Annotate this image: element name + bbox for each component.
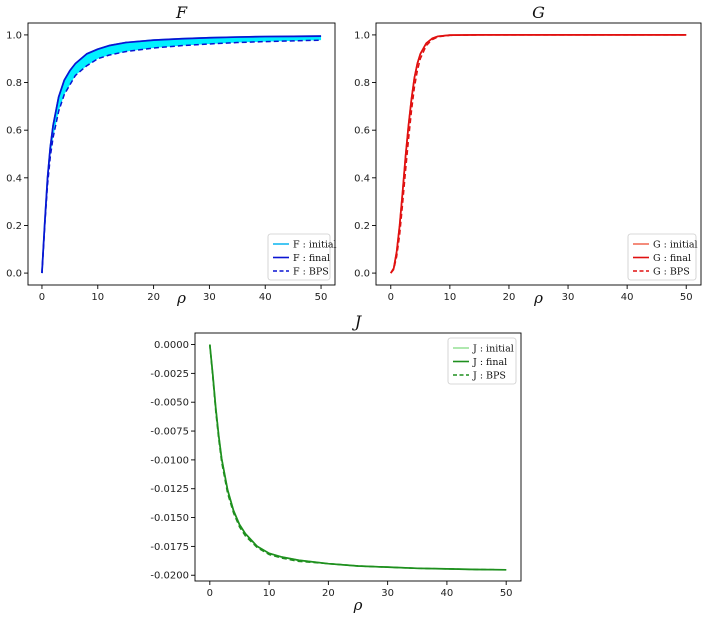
y-tick-label: 0.0 [6,269,22,280]
x-tick-label: 20 [322,588,335,599]
chart-title: F [175,3,188,22]
x-axis-label: ρ [533,289,543,307]
legend-box [267,233,331,281]
chart-title: G [532,3,545,22]
x-tick-label: 20 [147,292,160,303]
y-tick-label: -0.0150 [150,513,189,524]
y-tick-label: 0.2 [6,221,22,232]
y-tick-label: 0.8 [6,78,22,89]
legend-label: J : BPS [472,370,506,381]
legend-label: G : final [653,253,691,264]
y-tick-label: 0.8 [354,78,370,89]
chart-title: J [352,312,363,331]
y-tick-label: 0.6 [354,126,370,137]
y-tick-label: -0.0100 [150,455,189,466]
x-tick-label: 0 [39,292,45,303]
x-tick-label: 50 [680,292,693,303]
x-tick-label: 30 [203,292,216,303]
chart-f: 0 10 20 30 40 50 0.0 0.2 0.4 0.6 0.8 1.0 Fρ F : initi… [6,3,337,307]
x-tick-label: 50 [315,292,328,303]
y-tick-label: 0.2 [354,221,370,232]
legend: J : initial J : final J : BPS [447,337,517,385]
legend-label: J : final [472,357,507,368]
y-tick-label: 0.4 [6,173,22,184]
x-tick-label: 10 [91,292,104,303]
y-tick-label: 0.4 [354,173,370,184]
x-axis-label: ρ [176,289,186,307]
legend-label: G : initial [653,239,698,250]
legend-label: F : final [293,253,330,264]
y-tick-label: -0.0050 [150,398,189,409]
y-tick-label: -0.0125 [150,484,189,495]
axes-frame [27,22,336,286]
chart-g: 0 10 20 30 40 50 0.0 0.2 0.4 0.6 0.8 1.0 Gρ G : initi… [354,3,702,307]
chart-j: 0 10 20 30 40 50 0.0000 -0.0025 -0.0050 -0.0075 -0… [150,312,522,614]
axes-frame [194,332,522,582]
axes-frame [375,22,702,286]
x-tick-label: 0 [388,292,394,303]
series-line-solid-1 [41,35,322,274]
x-tick-label: 40 [621,292,634,303]
x-tick-label: 10 [263,588,276,599]
x-tick-label: 20 [503,292,516,303]
series-line-dashed-2 [390,34,687,274]
y-tick-label: 0.6 [6,126,22,137]
legend-label: G : BPS [653,266,690,277]
x-tick-label: 50 [500,588,513,599]
x-tick-label: 30 [381,588,394,599]
x-tick-label: 40 [441,588,454,599]
y-tick-label: -0.0075 [150,427,189,438]
y-tick-label: -0.0200 [150,571,189,582]
legend-label: J : initial [472,343,514,354]
x-tick-label: 30 [562,292,575,303]
legend-label: F : initial [293,239,337,250]
x-tick-label: 10 [443,292,456,303]
legend: G : initial G : final G : BPS [627,233,698,281]
legend-label: F : BPS [293,266,329,277]
legend-box [627,233,697,281]
series-line-dashed-2 [209,344,507,571]
y-tick-label: -0.0175 [150,542,189,553]
y-tick-label: -0.0025 [150,369,189,380]
legend-box [447,337,517,385]
x-axis-label: ρ [353,596,363,614]
x-tick-label: 40 [259,292,272,303]
series-line-dashed-2 [41,39,322,274]
y-tick-label: 0.0 [354,269,370,280]
y-tick-label: 1.0 [354,30,370,41]
y-tick-label: 1.0 [6,30,22,41]
legend: F : initial F : final F : BPS [267,233,337,281]
x-tick-label: 0 [207,588,213,599]
y-tick-label: 0.0000 [154,340,189,351]
